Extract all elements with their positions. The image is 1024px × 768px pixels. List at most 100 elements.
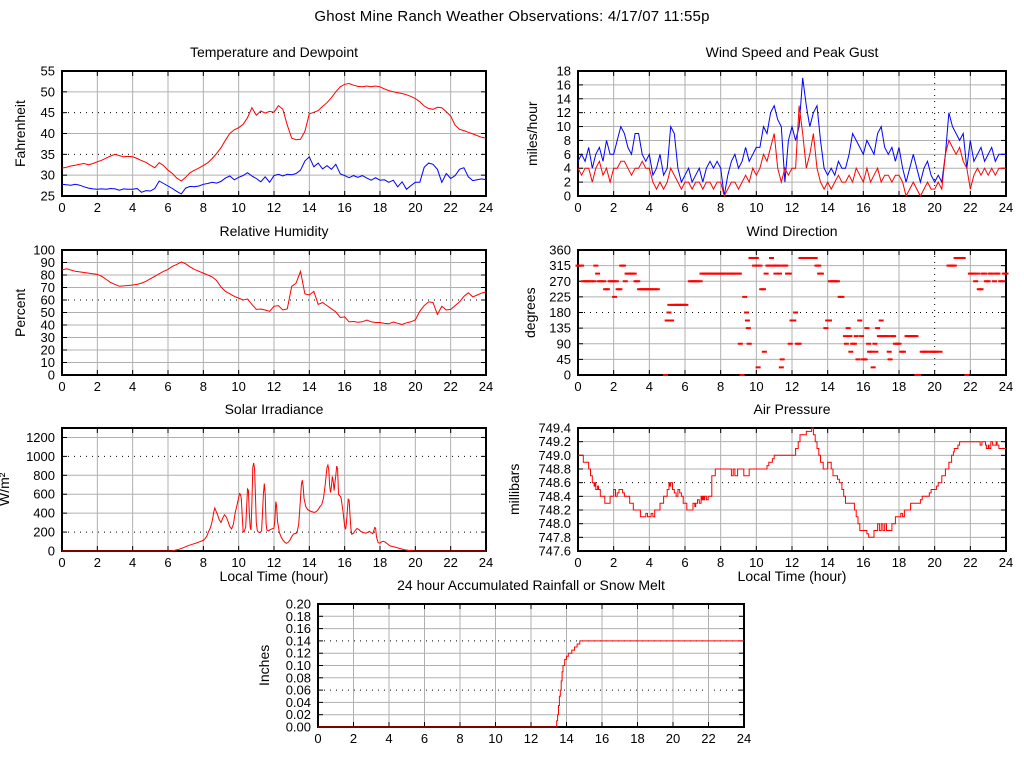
y-tick-label: 225 — [549, 289, 571, 304]
x-tick-label: 20 — [408, 555, 422, 570]
y-tick-label: 45 — [557, 352, 571, 367]
y-tick-label: 2 — [564, 175, 571, 190]
x-tick-label: 22 — [963, 555, 977, 570]
y-tick-label: 0 — [564, 368, 571, 383]
plot-border — [61, 249, 487, 376]
x-tick-label: 10 — [749, 200, 763, 215]
x-tick-label: 18 — [892, 200, 906, 215]
y-tick-label: 4 — [564, 161, 571, 176]
x-tick-label: 18 — [373, 555, 387, 570]
x-tick-label: 0 — [574, 200, 581, 215]
x-tick-label: 6 — [164, 379, 171, 394]
y-tick-label: 200 — [33, 525, 55, 540]
y-tick-label: 0 — [48, 544, 55, 559]
x-tick-label: 6 — [421, 731, 428, 746]
x-tick-label: 16 — [856, 555, 870, 570]
plot-border — [577, 249, 1007, 376]
x-tick-label: 24 — [479, 379, 493, 394]
y-tick-label: 40 — [41, 318, 55, 333]
x-tick-label: 4 — [385, 731, 392, 746]
x-tick-label: 16 — [856, 379, 870, 394]
y-tick-label: 180 — [549, 305, 571, 320]
x-tick-label: 4 — [129, 555, 136, 570]
y-tick-label: 400 — [33, 506, 55, 521]
x-tick-label: 16 — [856, 200, 870, 215]
x-tick-label: 24 — [479, 555, 493, 570]
series-accumulated-rainfall — [318, 640, 744, 728]
x-tick-label: 6 — [681, 555, 688, 570]
x-tick-label: 2 — [94, 555, 101, 570]
x-tick-label: 0 — [574, 555, 581, 570]
y-tick-label: 14 — [557, 91, 571, 106]
x-tick-label: 18 — [892, 555, 906, 570]
x-tick-label: 20 — [927, 200, 941, 215]
y-tick-label: 0.04 — [286, 695, 311, 710]
y-tick-label: 12 — [557, 105, 571, 120]
x-tick-label: 8 — [200, 379, 207, 394]
x-tick-label: 10 — [231, 200, 245, 215]
y-tick-label: 10 — [557, 119, 571, 134]
x-tick-label: 2 — [94, 379, 101, 394]
x-tick-label: 14 — [302, 200, 316, 215]
x-tick-label: 18 — [373, 200, 387, 215]
y-tick-label: 0.16 — [286, 621, 311, 636]
y-tick-label: 748.6 — [538, 475, 571, 490]
y-tick-label: 0.10 — [286, 658, 311, 673]
x-tick-label: 2 — [610, 200, 617, 215]
y-tick-label: 70 — [41, 280, 55, 295]
y-tick-label: 135 — [549, 321, 571, 336]
y-tick-label: 10 — [41, 355, 55, 370]
y-tick-label: 40 — [41, 126, 55, 141]
x-tick-label: 24 — [737, 731, 751, 746]
y-tick-label: 800 — [33, 468, 55, 483]
x-tick-label: 0 — [58, 379, 65, 394]
y-tick-label: 0.06 — [286, 683, 311, 698]
y-tick-label: 90 — [557, 336, 571, 351]
x-tick-label: 10 — [231, 379, 245, 394]
y-tick-label: 747.6 — [538, 544, 571, 559]
series-peak-gust — [577, 77, 1006, 197]
x-tick-label: 10 — [749, 555, 763, 570]
x-tick-label: 6 — [681, 379, 688, 394]
y-tick-label: 749.2 — [538, 434, 571, 449]
x-tick-label: 14 — [302, 379, 316, 394]
x-tick-label: 16 — [337, 379, 351, 394]
y-tick-label: 0.02 — [286, 707, 311, 722]
y-tick-label: 30 — [41, 330, 55, 345]
x-tick-label: 24 — [999, 379, 1013, 394]
y-tick-label: 6 — [564, 147, 571, 162]
x-tick-label: 4 — [129, 200, 136, 215]
x-tick-label: 8 — [200, 555, 207, 570]
plot-area-accumulated-rainfall: 0.000.020.040.060.080.100.120.140.160.18… — [286, 597, 752, 747]
y-axis-label-degrees: degrees — [522, 287, 538, 338]
x-tick-label: 18 — [373, 379, 387, 394]
y-tick-label: 90 — [41, 255, 55, 270]
x-tick-label: 8 — [717, 555, 724, 570]
y-tick-label: 8 — [564, 133, 571, 148]
series-air-pressure — [578, 427, 1006, 538]
x-axis-label-local-time: Local Time (hour) — [737, 568, 847, 584]
plot-border — [577, 70, 1007, 197]
x-tick-label: 10 — [749, 379, 763, 394]
x-tick-label: 4 — [646, 200, 653, 215]
x-tick-label: 10 — [231, 555, 245, 570]
y-tick-label: 315 — [549, 258, 571, 273]
x-tick-label: 20 — [408, 379, 422, 394]
y-tick-label: 18 — [557, 64, 571, 79]
x-tick-label: 14 — [559, 731, 573, 746]
series-dewpoint — [61, 155, 487, 195]
x-tick-label: 22 — [963, 200, 977, 215]
x-tick-label: 6 — [681, 200, 688, 215]
x-tick-label: 0 — [58, 555, 65, 570]
y-tick-label: 0.00 — [286, 720, 311, 735]
x-tick-label: 12 — [785, 379, 799, 394]
x-tick-label: 24 — [999, 200, 1013, 215]
y-tick-label: 270 — [549, 274, 571, 289]
chart-title-wind-speed-gust: Wind Speed and Peak Gust — [705, 44, 879, 60]
x-tick-label: 6 — [164, 555, 171, 570]
x-tick-label: 18 — [892, 379, 906, 394]
x-tick-label: 22 — [443, 379, 457, 394]
x-tick-label: 20 — [927, 379, 941, 394]
y-tick-label: 748.8 — [538, 462, 571, 477]
y-tick-label: 50 — [41, 84, 55, 99]
